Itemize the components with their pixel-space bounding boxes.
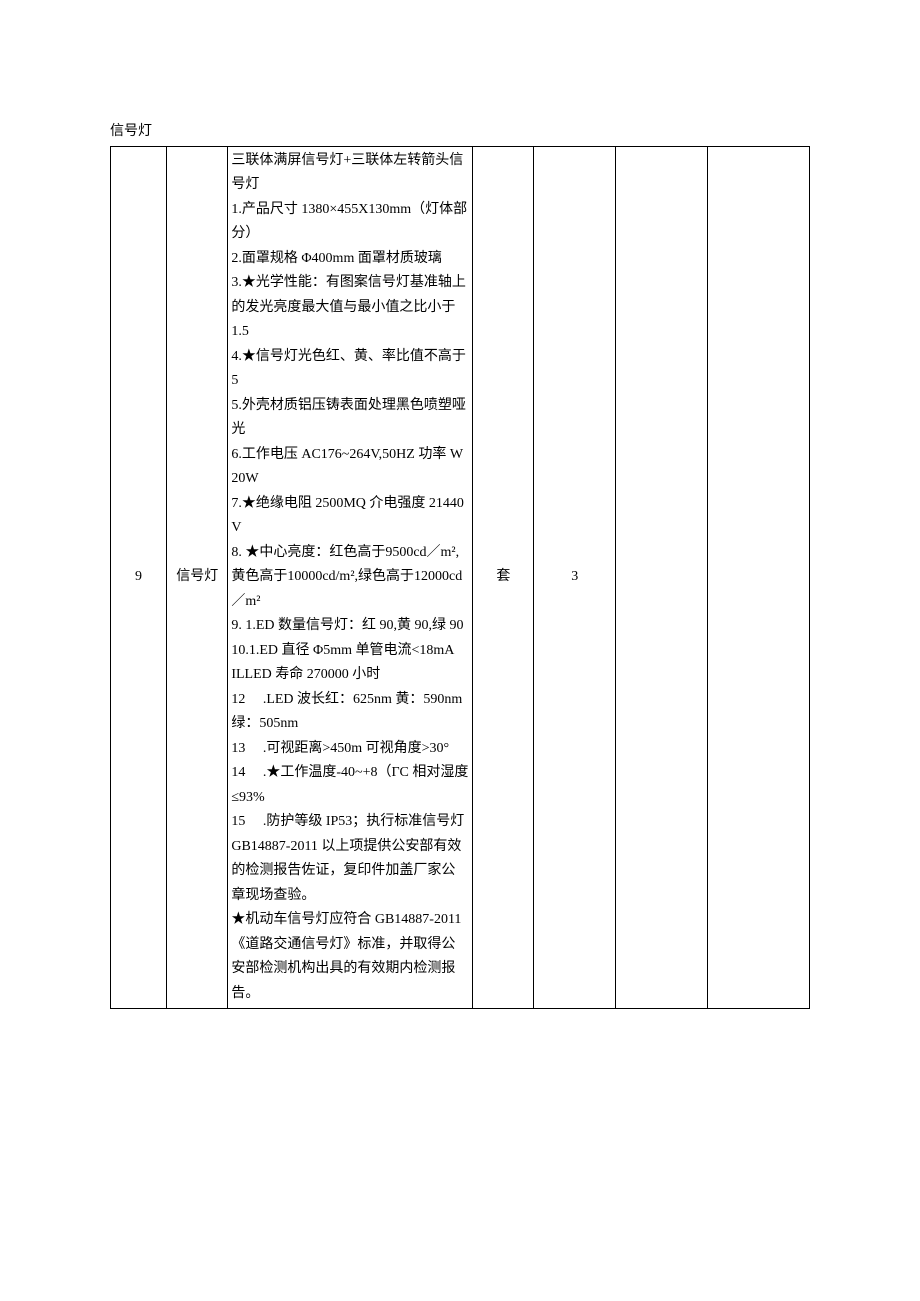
spec-line: 12 .LED 波长红：625nm 黄：590nm 绿：505nm	[231, 688, 469, 737]
spec-line: ★机动车信号灯应符合 GB14887-2011《道路交通信号灯》标准，并取得公安…	[231, 908, 469, 1006]
spec-table: 9 信号灯 三联体满屏信号灯+三联体左转箭头信号灯1.产品尺寸 1380×455…	[110, 146, 810, 1010]
cell-unit: 套	[473, 146, 534, 1009]
spec-line: 9. 1.ED 数量信号灯：红 90,黄 90,绿 90	[231, 614, 469, 639]
spec-line: 10.1.ED 直径 Φ5mm 单管电流<18mA	[231, 639, 469, 664]
spec-line: 14 .★工作温度-40~+8（ΓC 相对湿度≤93%	[231, 761, 469, 810]
spec-line: 2.面罩规格 Φ400mm 面罩材质玻璃	[231, 247, 469, 272]
cell-empty-1	[616, 146, 708, 1009]
cell-empty-2	[707, 146, 809, 1009]
spec-content: 三联体满屏信号灯+三联体左转箭头信号灯1.产品尺寸 1380×455X130mm…	[231, 149, 469, 1007]
spec-line: 8. ★中心亮度：红色高于9500cd／m²,黄色高于10000cd/m²,绿色…	[231, 541, 469, 615]
spec-line: 三联体满屏信号灯+三联体左转箭头信号灯	[231, 149, 469, 198]
spec-line: 6.工作电压 AC176~264V,50HZ 功率 W20W	[231, 443, 469, 492]
spec-line: 1.产品尺寸 1380×455X130mm（灯体部分）	[231, 198, 469, 247]
cell-number: 9	[111, 146, 167, 1009]
spec-line: 5.外壳材质铝压铸表面处理黑色喷塑哑光	[231, 394, 469, 443]
spec-line: 7.★绝缘电阻 2500MQ 介电强度 21440V	[231, 492, 469, 541]
spec-line: 3.★光学性能：有图案信号灯基准轴上的发光亮度最大值与最小值之比小于 1.5	[231, 271, 469, 345]
spec-line: ILLED 寿命 270000 小时	[231, 663, 469, 688]
spec-line: 4.★信号灯光色红、黄、率比值不高于 5	[231, 345, 469, 394]
cell-qty: 3	[534, 146, 616, 1009]
cell-name: 信号灯	[167, 146, 228, 1009]
page-header: 信号灯	[110, 120, 810, 144]
table-row: 9 信号灯 三联体满屏信号灯+三联体左转箭头信号灯1.产品尺寸 1380×455…	[111, 146, 810, 1009]
spec-line: 15 .防护等级 IP53；执行标准信号灯 GB14887-2011 以上项提供…	[231, 810, 469, 908]
spec-line: 13 .可视距离>450m 可视角度>30°	[231, 737, 469, 762]
cell-spec: 三联体满屏信号灯+三联体左转箭头信号灯1.产品尺寸 1380×455X130mm…	[228, 146, 473, 1009]
